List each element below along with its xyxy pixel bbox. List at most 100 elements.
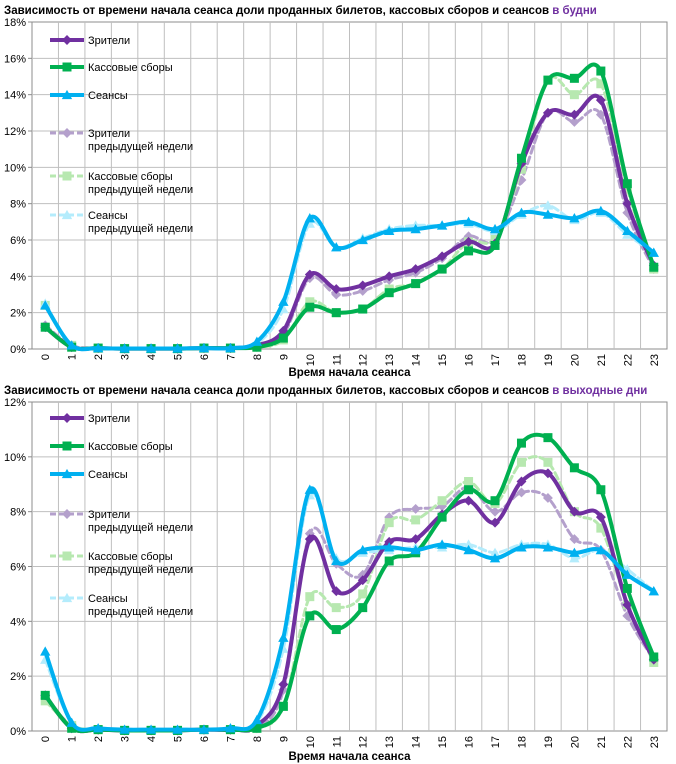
chart-0-legend-label-revenue-0: Кассовые сборы bbox=[88, 62, 173, 74]
chart-1-legend-label-viewers-0: Зрители bbox=[88, 413, 130, 425]
chart-0-ytick-1: 2% bbox=[10, 308, 26, 320]
chart-0-viewers_prev-point-20 bbox=[569, 116, 580, 127]
chart-1-legend-label-revenue-0: Кассовые сборы bbox=[88, 441, 173, 453]
chart-1-xtick-21: 21 bbox=[596, 736, 608, 748]
chart-weekdays: Зависимость от времени начала сеанса дол… bbox=[0, 0, 676, 380]
chart-0-legend-label-sessions_prev-0: Сеансы bbox=[88, 210, 128, 222]
chart-1-xtick-12: 12 bbox=[358, 736, 370, 748]
chart-1-xtick-13: 13 bbox=[384, 736, 396, 748]
chart-0-sessions-point-14 bbox=[410, 223, 421, 234]
chart-1-sessions-point-18 bbox=[516, 542, 527, 552]
chart-1-xlabel: Время начала сеанса bbox=[288, 751, 411, 763]
chart-1-legend-item-viewers: Зрители bbox=[50, 413, 130, 425]
chart-1-revenue-point-15 bbox=[437, 512, 447, 522]
chart-0-xtick-10: 10 bbox=[305, 354, 317, 366]
chart-0-revenue-point-22 bbox=[622, 179, 632, 189]
chart-0-legend-label-revenue_prev-0: Кассовые сборы bbox=[88, 171, 173, 183]
chart-0-sessions-point-10 bbox=[304, 213, 315, 223]
chart-1-sessions-point-15 bbox=[436, 539, 448, 549]
chart-1-sessions-point-11 bbox=[331, 555, 342, 566]
chart-1-sessions_prev-point-17 bbox=[489, 547, 501, 557]
chart-0-sessions-legend-point-0 bbox=[61, 89, 73, 100]
chart-1-xtick-4: 4 bbox=[146, 736, 158, 742]
chart-0-xtick-8: 8 bbox=[252, 354, 264, 360]
chart-0-sessions_prev-legend-point-0 bbox=[61, 209, 73, 220]
chart-1-revenue-point-22 bbox=[622, 583, 632, 593]
chart-0-viewers_prev-point-11 bbox=[331, 289, 342, 300]
chart-1-sessions_prev-point-16 bbox=[463, 539, 474, 549]
chart-1-xtick-17: 17 bbox=[490, 736, 502, 748]
chart-0-xtick-23: 23 bbox=[649, 354, 661, 366]
chart-1-revenue_prev-point-11 bbox=[331, 603, 341, 613]
chart-0-legend-item-sessions: Сеансы bbox=[50, 89, 128, 102]
chart-1-legend-label-revenue_prev-0: Кассовые сборы bbox=[88, 551, 173, 563]
chart-0-xtick-9: 9 bbox=[278, 354, 290, 360]
chart-0-sessions-point-17 bbox=[489, 223, 501, 234]
chart-1-xtick-20: 20 bbox=[569, 736, 581, 748]
chart-0-revenue-point-20 bbox=[569, 73, 579, 83]
chart-0-viewers_prev-point-18 bbox=[516, 175, 527, 185]
chart-0-xtick-3: 3 bbox=[120, 354, 132, 360]
chart-1-revenue-point-11 bbox=[331, 625, 341, 635]
chart-1-revenue-point-0 bbox=[40, 690, 50, 700]
chart-1-viewers_prev-point-17 bbox=[490, 506, 500, 517]
chart-1-xtick-8: 8 bbox=[252, 736, 264, 742]
chart-1-xtick-14: 14 bbox=[411, 736, 423, 748]
chart-0-xtick-16: 16 bbox=[464, 354, 476, 366]
chart-1-sessions-point-19 bbox=[542, 542, 554, 552]
chart-0-ytick-4: 8% bbox=[10, 199, 26, 211]
chart-1-revenue_prev-point-13 bbox=[384, 518, 394, 528]
chart-0-ytick-2: 4% bbox=[10, 271, 26, 283]
chart-0-viewers-point-16 bbox=[463, 236, 474, 247]
chart-1-xtick-1: 1 bbox=[67, 736, 79, 742]
chart-0-ytick-8: 16% bbox=[4, 53, 26, 65]
chart-1-revenue-legend-point-0 bbox=[62, 441, 72, 451]
chart-0-xtick-22: 22 bbox=[622, 354, 634, 366]
chart-1-revenue_prev-point-12 bbox=[358, 589, 368, 599]
chart-1-xtick-7: 7 bbox=[225, 736, 237, 742]
chart-1-revenue-point-17 bbox=[490, 496, 500, 506]
chart-1-viewers-point-16 bbox=[463, 495, 474, 506]
chart-1-revenue-point-20 bbox=[569, 463, 579, 473]
chart-0-revenue_prev-point-17 bbox=[490, 233, 500, 243]
chart-0-ytick-3: 6% bbox=[10, 235, 26, 247]
chart-0-revenue-point-23 bbox=[649, 262, 659, 272]
chart-1-xtick-16: 16 bbox=[464, 736, 476, 748]
chart-1-revenue-point-8 bbox=[252, 723, 262, 733]
chart-1-sessions-point-6 bbox=[198, 724, 210, 734]
chart-1-sessions-point-5 bbox=[172, 724, 183, 734]
chart-0-revenue_prev-point-10 bbox=[305, 297, 315, 307]
chart-0-revenue-point-13 bbox=[384, 288, 394, 298]
chart-0-sessions-point-8 bbox=[251, 336, 263, 346]
chart-1-legend-label-sessions_prev-0: Сеансы bbox=[88, 593, 128, 605]
chart-1-sessions-point-13 bbox=[384, 542, 395, 552]
chart-0-viewers-point-20 bbox=[569, 109, 580, 120]
chart-0-sessions-point-19 bbox=[542, 209, 554, 219]
chart-0-sessions-point-5 bbox=[172, 343, 183, 353]
chart-1-ytick-2: 4% bbox=[10, 616, 26, 628]
chart-1-xtick-18: 18 bbox=[516, 736, 528, 748]
chart-1-legend-label-viewers_prev-1: предыдущей недели bbox=[88, 522, 193, 534]
chart-0-revenue_prev-point-20 bbox=[569, 90, 579, 100]
chart-0-sessions-point-7 bbox=[225, 342, 236, 353]
chart-0-xtick-11: 11 bbox=[331, 354, 343, 365]
chart-1-sessions-point-9 bbox=[278, 632, 289, 642]
chart-0-xtick-14: 14 bbox=[411, 354, 423, 366]
chart-0-xtick-7: 7 bbox=[225, 354, 237, 360]
chart-1-revenue-point-16 bbox=[464, 485, 474, 495]
chart-0-legend-item-revenue: Кассовые сборы bbox=[50, 62, 173, 74]
chart-1-viewers-point-18 bbox=[516, 476, 527, 487]
chart-0-xlabel: Время начала сеанса bbox=[288, 367, 411, 379]
chart-0-sessions-point-1 bbox=[66, 340, 77, 350]
chart-1-xtick-10: 10 bbox=[305, 736, 317, 748]
chart-1-sessions-point-8 bbox=[251, 714, 263, 725]
chart-1-xtick-3: 3 bbox=[120, 736, 132, 742]
chart-0-viewers-point-11 bbox=[331, 284, 342, 294]
chart-1-sessions-point-1 bbox=[66, 717, 77, 727]
chart-0-title: Зависимость от времени начала сеанса дол… bbox=[4, 5, 597, 17]
